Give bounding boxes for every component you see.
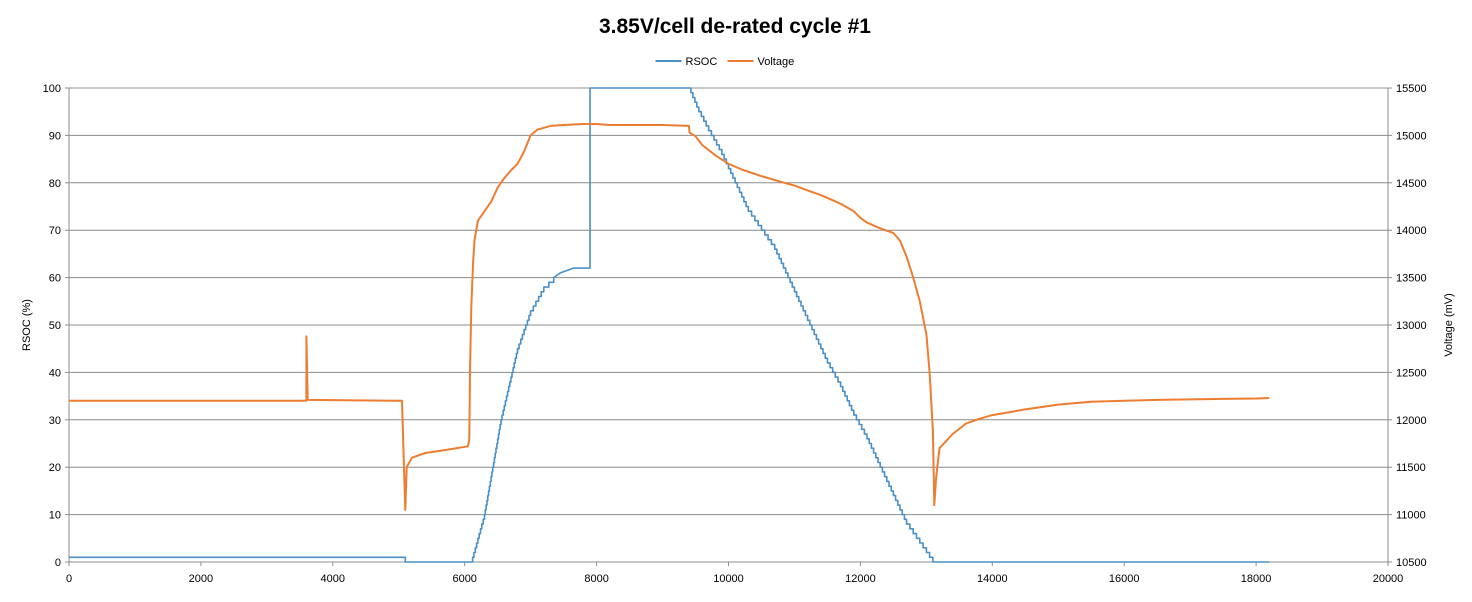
y-tick-label: 60 — [49, 273, 61, 285]
series-line-voltage — [69, 123, 1270, 511]
x-tick-label: 20000 — [1373, 573, 1404, 585]
y-tick-label: 0 — [55, 557, 61, 569]
y-tick-label: 70 — [49, 225, 61, 237]
grid-lines — [69, 87, 1388, 563]
y2-tick-label: 11500 — [1396, 462, 1426, 474]
series-layer — [69, 87, 1270, 563]
axes — [65, 87, 1392, 566]
y-axis-label: RSOC (%) — [21, 299, 33, 351]
y-tick-label: 10 — [49, 510, 61, 522]
y2-axis-label: Voltage (mV) — [1443, 293, 1455, 357]
x-tick-label: 18000 — [1241, 573, 1272, 585]
y2-tick-label: 13000 — [1396, 320, 1427, 332]
y2-tick-label: 12500 — [1396, 367, 1427, 379]
x-tick-label: 12000 — [845, 573, 876, 585]
legend-label-rsoc: RSOC — [686, 56, 718, 68]
x-tick-label: 4000 — [321, 573, 345, 585]
x-tick-label: 0 — [66, 573, 72, 585]
y2-tick-label: 14000 — [1396, 225, 1427, 237]
y-tick-label: 100 — [43, 83, 61, 95]
x-tick-label: 10000 — [713, 573, 744, 585]
legend-label-voltage: Voltage — [758, 56, 795, 68]
y-tick-label: 90 — [49, 130, 61, 142]
legend: RSOC Voltage — [655, 56, 795, 68]
y2-tick-label: 13500 — [1396, 273, 1427, 285]
x-tick-label: 8000 — [584, 573, 608, 585]
y2-tick-label: 14500 — [1396, 178, 1427, 190]
y2-tick-label: 11000 — [1396, 510, 1426, 522]
y-tick-label: 20 — [49, 462, 61, 474]
y-tick-label: 80 — [49, 178, 61, 190]
y2-axis-ticks: 10500 11000 11500 12000 12500 13000 13500 14000… — [1396, 83, 1427, 569]
x-tick-label: 14000 — [977, 573, 1008, 585]
y-axis-ticks: 0 10 20 30 40 50 60 70 80 90 100 — [43, 83, 61, 569]
x-tick-label: 6000 — [452, 573, 476, 585]
x-tick-label: 2000 — [189, 573, 213, 585]
series-line-rsoc — [69, 87, 1270, 563]
y2-tick-label: 15500 — [1396, 83, 1427, 95]
y2-tick-label: 15000 — [1396, 130, 1427, 142]
chart-title: 3.85V/cell de-rated cycle #1 — [599, 15, 871, 38]
y-tick-label: 40 — [49, 367, 61, 379]
y-tick-label: 30 — [49, 415, 61, 427]
y-tick-label: 50 — [49, 320, 61, 332]
y2-tick-label: 10500 — [1396, 557, 1427, 569]
y2-tick-label: 12000 — [1396, 415, 1427, 427]
x-tick-label: 16000 — [1109, 573, 1140, 585]
x-axis-ticks: 0 2000 4000 6000 8000 10000 12000 14000 16000 180… — [66, 573, 1403, 585]
